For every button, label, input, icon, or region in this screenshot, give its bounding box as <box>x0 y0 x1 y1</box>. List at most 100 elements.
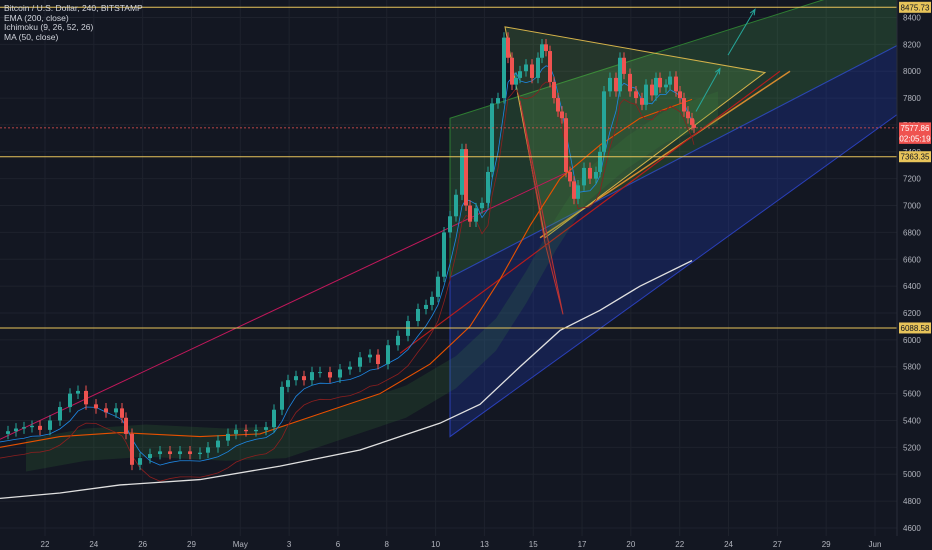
candle-body <box>602 91 606 152</box>
candle <box>338 364 342 383</box>
candle-body <box>368 354 372 358</box>
candle <box>614 72 618 97</box>
ichimoku-cloud-area <box>26 91 718 472</box>
candle <box>328 366 332 383</box>
candle-body <box>608 77 612 92</box>
candle-body <box>502 37 506 99</box>
candle-body <box>280 386 284 410</box>
candle <box>158 445 162 460</box>
candle-body <box>120 408 124 418</box>
candle <box>664 79 668 93</box>
y-tick-label: 7800 <box>903 94 921 103</box>
candle-body <box>302 376 306 381</box>
price-label-bg <box>899 1 931 13</box>
candle <box>628 68 632 97</box>
y-tick-label: 6600 <box>903 255 921 264</box>
candle <box>358 351 362 373</box>
x-tick-label: 6 <box>336 540 341 549</box>
candle-body <box>582 167 586 186</box>
candle <box>272 404 276 433</box>
candle <box>540 38 544 64</box>
candle <box>460 143 464 201</box>
candle <box>486 166 490 209</box>
candle <box>216 435 220 453</box>
candle-body <box>76 390 80 394</box>
candle <box>234 424 238 440</box>
annotations <box>0 6 897 329</box>
candle <box>76 385 80 399</box>
x-tick-label: 3 <box>287 540 292 549</box>
forecast-arrow <box>695 68 721 112</box>
candle-body <box>552 81 556 99</box>
candle <box>38 420 42 436</box>
candle <box>686 106 690 124</box>
candle <box>178 445 182 460</box>
candle <box>454 189 458 222</box>
candle <box>22 421 26 434</box>
candle <box>442 227 446 283</box>
candle <box>506 32 510 64</box>
candle-body <box>168 451 172 455</box>
candle-body <box>328 372 332 378</box>
candle <box>588 162 592 185</box>
x-tick-label: 17 <box>578 540 587 549</box>
candle-body <box>640 98 644 105</box>
candle-body <box>506 37 510 58</box>
candle-body <box>358 357 362 367</box>
candle <box>376 349 380 370</box>
legend-indicator-ema[interactable]: EMA (200, close) <box>4 12 69 23</box>
candle-body <box>226 433 230 441</box>
candle <box>396 330 400 351</box>
candle <box>556 92 560 117</box>
price-label-text: 7363.35 <box>901 153 930 162</box>
candle <box>598 146 602 178</box>
legend-indicator-ichimoku[interactable]: Ichimoku (9, 26, 52, 26) <box>4 22 94 33</box>
candle-body <box>692 124 696 128</box>
candle-body <box>58 407 62 421</box>
forecast-arrow-head <box>714 67 721 75</box>
price-label-bg <box>899 122 931 134</box>
candle <box>618 52 622 97</box>
candle <box>30 420 34 433</box>
y-tick-label: 6200 <box>903 309 921 318</box>
y-tick-label: 5000 <box>903 470 921 479</box>
candle-body <box>474 208 478 222</box>
candle-body <box>94 404 98 409</box>
y-tick-label: 6400 <box>903 282 921 291</box>
candle-body <box>130 433 134 465</box>
x-tick-label: 29 <box>187 540 196 549</box>
candle-body <box>22 427 26 429</box>
candle <box>124 412 128 440</box>
candle-body <box>442 232 446 277</box>
candle <box>114 403 118 418</box>
candle-body <box>568 171 572 182</box>
candle-body <box>556 98 560 112</box>
candle <box>120 403 124 424</box>
candle <box>678 85 682 104</box>
candle-body <box>460 149 464 195</box>
candle-body <box>598 151 602 172</box>
candle-body <box>48 420 52 430</box>
candle-body <box>138 458 142 465</box>
candle-body <box>286 380 290 387</box>
candle <box>286 374 290 393</box>
candle-body <box>464 149 468 206</box>
candle <box>48 415 52 436</box>
candle <box>536 52 540 84</box>
candle <box>130 428 134 471</box>
legend-indicator-ma[interactable]: MA (50, close) <box>4 31 59 42</box>
candle <box>464 143 468 211</box>
time-axis-bg <box>0 536 932 550</box>
candle-body <box>664 84 668 88</box>
candle <box>468 200 472 228</box>
tenkan-line <box>0 65 695 466</box>
candle <box>524 59 528 77</box>
x-tick-label: 26 <box>138 540 147 549</box>
price-label-text: 6088.58 <box>901 324 930 333</box>
candle <box>568 166 572 187</box>
candle <box>564 112 568 178</box>
candle-body <box>594 171 598 179</box>
candle <box>480 197 484 214</box>
candle <box>280 381 284 416</box>
